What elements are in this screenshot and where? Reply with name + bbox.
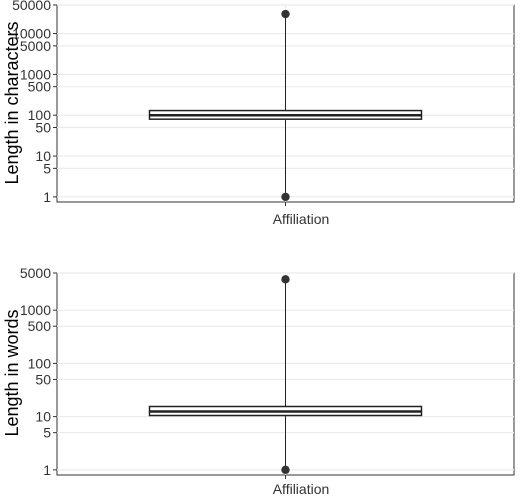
y-tick-label: 10 [35, 409, 51, 425]
y-tick-label: 50000 [12, 0, 51, 13]
y-tick-label: 5000 [20, 265, 51, 281]
outlier-point [281, 275, 290, 284]
y-tick-label: 100 [28, 107, 52, 123]
boxplot-marks [148, 9, 423, 202]
x-category-label: Affiliation [273, 211, 330, 227]
y-tick-label: 500 [28, 79, 52, 95]
y-tick-label: 50 [35, 120, 51, 136]
outlier-point [281, 192, 290, 202]
y-axis-title: Length in words [2, 309, 22, 436]
y-tick-label: 10000 [12, 26, 51, 42]
x-category-label: Affiliation [273, 481, 330, 497]
y-tick-label: 1000 [20, 66, 51, 82]
y-axis-title: Length in characters [2, 21, 22, 184]
outlier-point [281, 9, 290, 19]
y-tick-label: 500 [28, 318, 52, 334]
y-tick-label: 50 [35, 371, 51, 387]
y-tick-label: 100 [28, 355, 52, 371]
y-tick-label: 5000 [20, 38, 51, 54]
y-tick-label: 10 [35, 148, 51, 164]
outlier-point [281, 465, 290, 475]
y-tick-label: 5 [43, 425, 51, 441]
y-tick-label: 1 [43, 189, 51, 205]
y-tick-label: 1000 [20, 302, 51, 318]
y-tick-label: 5 [43, 160, 51, 176]
y-tick-label: 1 [43, 462, 51, 478]
boxplot-marks [148, 275, 423, 475]
